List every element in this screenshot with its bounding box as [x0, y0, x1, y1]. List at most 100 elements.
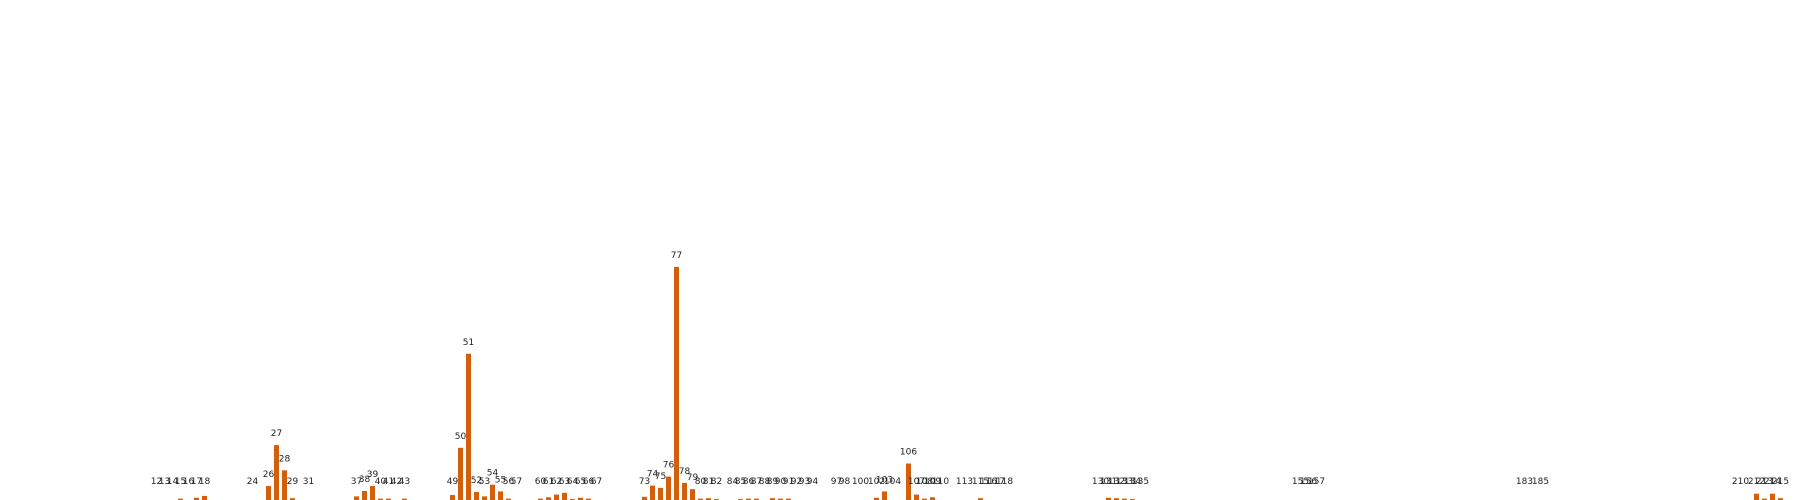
- bar-label-214: 214: [1764, 477, 1781, 487]
- bar-label-215: 215: [1772, 477, 1789, 487]
- bar-label-27: 27: [271, 429, 282, 439]
- bar-label-81: 81: [703, 477, 714, 487]
- bar-label-64: 64: [567, 477, 579, 487]
- bar-108: [922, 498, 927, 500]
- bar-label-118: 118: [996, 477, 1013, 487]
- bar-label-55: 55: [495, 475, 506, 485]
- bar-49: [450, 495, 455, 500]
- bar-label-116: 116: [980, 477, 997, 487]
- bar-label-185: 185: [1532, 477, 1549, 487]
- bar-label-78: 78: [679, 467, 691, 477]
- bar-label-130: 130: [1092, 477, 1109, 487]
- bar-label-26: 26: [263, 470, 275, 480]
- bar-label-66: 66: [583, 477, 595, 487]
- bar-50: [458, 447, 463, 500]
- bar-213: [1762, 498, 1767, 500]
- bar-62: [554, 494, 559, 500]
- bar-label-134: 134: [1124, 477, 1141, 487]
- bar-53: [482, 496, 487, 500]
- bar-214: [1770, 493, 1775, 500]
- bar-label-14: 14: [167, 477, 179, 487]
- bar-label-103: 103: [876, 475, 893, 485]
- bar-label-157: 157: [1308, 477, 1325, 487]
- bar-label-108: 108: [916, 477, 933, 487]
- bar-label-60: 60: [535, 477, 547, 487]
- bar-label-132: 132: [1108, 477, 1125, 487]
- bar-26: [266, 486, 271, 500]
- bar-label-79: 79: [687, 473, 699, 483]
- bar-80: [698, 498, 703, 500]
- bar-102: [874, 497, 879, 500]
- bar-86: [746, 498, 751, 500]
- bar-label-133: 133: [1116, 477, 1133, 487]
- bar-label-93: 93: [799, 477, 810, 487]
- bar-label-98: 98: [839, 477, 851, 487]
- bar-label-18: 18: [199, 477, 211, 487]
- bar-87: [754, 498, 759, 500]
- bar-label-43: 43: [399, 477, 410, 487]
- bar-79: [690, 489, 695, 500]
- bar-51: [466, 353, 471, 500]
- bar-label-87: 87: [751, 477, 762, 487]
- bar-label-115: 115: [972, 477, 989, 487]
- bar-label-56: 56: [503, 477, 515, 487]
- bar-label-85: 85: [735, 477, 746, 487]
- bar-label-86: 86: [743, 477, 755, 487]
- bar-29: [290, 498, 295, 500]
- bar-label-54: 54: [487, 469, 499, 479]
- bar-label-100: 100: [852, 477, 869, 487]
- bar-label-88: 88: [759, 477, 771, 487]
- bar-66: [586, 498, 591, 500]
- bar-label-65: 65: [575, 477, 586, 487]
- bar-label-41: 41: [383, 477, 394, 487]
- bar-40: [378, 498, 383, 500]
- bar-81: [706, 498, 711, 500]
- bar-label-80: 80: [695, 477, 707, 487]
- bar-label-102: 102: [868, 477, 885, 487]
- bar-43: [402, 498, 407, 500]
- bar-106: [906, 463, 911, 500]
- bar-label-37: 37: [351, 477, 362, 487]
- bar-75: [658, 487, 663, 500]
- bar-73: [642, 496, 647, 500]
- bar-label-63: 63: [559, 477, 570, 487]
- bar-label-94: 94: [807, 477, 819, 487]
- bar-label-91: 91: [783, 477, 794, 487]
- bar-60: [538, 498, 543, 500]
- bar-label-42: 42: [391, 477, 402, 487]
- bar-38: [362, 491, 367, 500]
- bar-61: [546, 497, 551, 500]
- bar-label-28: 28: [279, 454, 291, 464]
- bar-39: [370, 486, 375, 500]
- bar-label-113: 113: [956, 477, 973, 487]
- bar-label-24: 24: [247, 477, 259, 487]
- bar-215: [1778, 498, 1783, 500]
- bar-label-106: 106: [900, 448, 917, 458]
- bar-132: [1114, 498, 1119, 500]
- bar-28: [282, 470, 287, 500]
- bar-label-29: 29: [287, 477, 299, 487]
- bar-label-107: 107: [908, 477, 925, 487]
- bar-label-53: 53: [479, 477, 490, 487]
- bar-label-75: 75: [655, 472, 666, 482]
- bar-74: [650, 485, 655, 500]
- bar-label-89: 89: [767, 477, 779, 487]
- bar-55: [498, 491, 503, 500]
- bar-label-52: 52: [471, 476, 482, 486]
- bar-label-109: 109: [924, 477, 941, 487]
- bar-label-117: 117: [988, 477, 1005, 487]
- bar-label-15: 15: [175, 477, 186, 487]
- bar-18: [202, 495, 207, 500]
- bar-label-12: 12: [151, 477, 162, 487]
- bar-54: [490, 484, 495, 500]
- bar-91: [786, 498, 791, 500]
- bar-107: [914, 494, 919, 500]
- bar-label-31: 31: [303, 477, 314, 487]
- bar-17: [194, 497, 199, 500]
- bar-label-156: 156: [1300, 477, 1317, 487]
- bar-label-57: 57: [511, 477, 522, 487]
- bar-label-51: 51: [463, 338, 474, 348]
- bar-label-131: 131: [1100, 477, 1117, 487]
